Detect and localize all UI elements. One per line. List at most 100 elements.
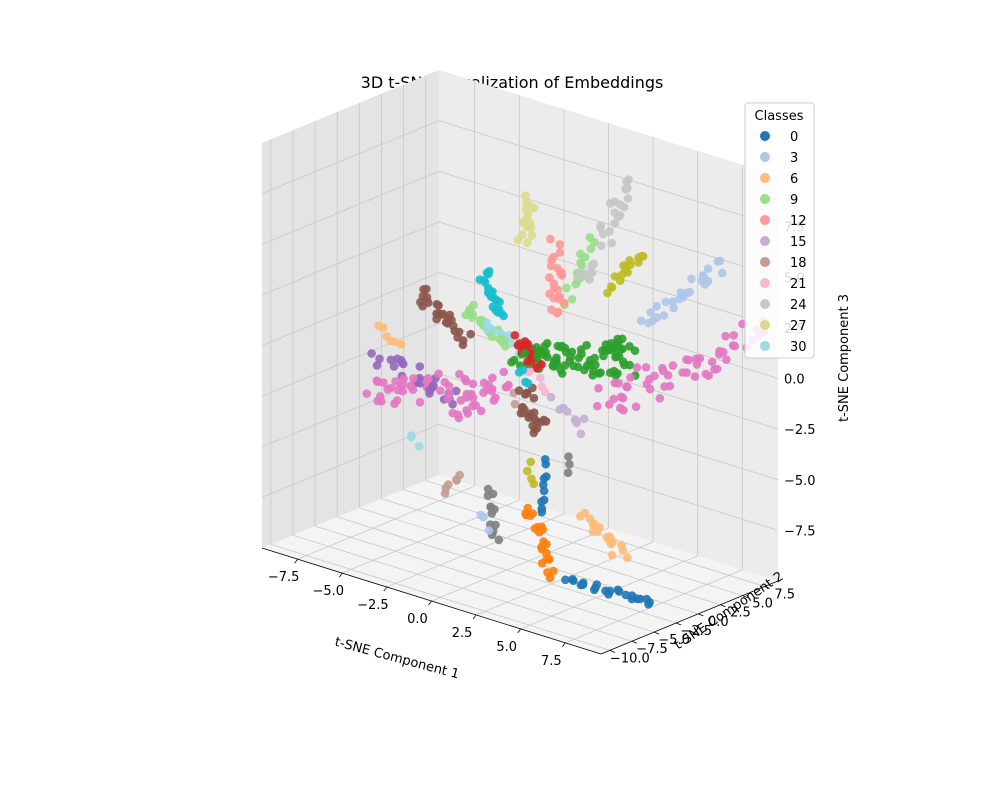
scatter-point: [539, 486, 549, 496]
scatter-point: [655, 394, 665, 403]
scatter-point: [414, 441, 424, 451]
scatter-point: [562, 283, 571, 293]
z-tick-label: −7.5: [784, 524, 816, 539]
scatter-point: [624, 175, 633, 184]
scatter-point: [585, 360, 595, 369]
scatter-point: [539, 474, 549, 483]
legend-label: 0: [790, 130, 798, 145]
scatter-point: [642, 379, 652, 389]
scatter-point: [463, 409, 473, 418]
legend-label: 9: [790, 193, 798, 208]
x-tick-label: 2.5: [452, 626, 473, 641]
scatter-point: [537, 542, 546, 552]
scatter-point: [567, 295, 577, 304]
scatter-point: [542, 339, 552, 348]
z-tick-label: 0.0: [784, 373, 805, 388]
legend-title: Classes: [755, 109, 804, 124]
scatter-point: [451, 386, 461, 396]
scatter-point: [546, 234, 555, 244]
scatter-point: [618, 357, 628, 367]
scatter-point: [523, 357, 532, 367]
scatter-point: [576, 429, 586, 439]
scatter-point: [571, 416, 581, 426]
scatter-point: [642, 594, 651, 604]
scatter-point: [444, 381, 454, 391]
scatter-point: [456, 396, 466, 405]
z-grid-back: [438, 423, 779, 531]
x-tick-label: 0.0: [407, 612, 428, 627]
scatter-point: [523, 238, 532, 247]
scatter-point: [468, 401, 478, 411]
scatter-point: [607, 238, 616, 248]
scatter-point: [630, 346, 640, 356]
scatter-point: [507, 357, 516, 367]
legend-label: 18: [790, 256, 807, 271]
scatter-point: [372, 361, 382, 370]
scatter-point: [729, 331, 738, 340]
y-tick-mark: [676, 622, 682, 626]
z-axis-label: t-SNE Component 3: [837, 294, 852, 422]
scatter-point: [575, 268, 584, 278]
legend-label: 30: [790, 340, 807, 355]
scatter-point: [585, 233, 595, 242]
scatter-point: [571, 279, 581, 289]
scatter-point: [499, 367, 509, 377]
scatter-point: [483, 325, 492, 334]
scatter-point: [569, 576, 578, 585]
scatter-point: [556, 365, 565, 374]
scatter-point: [590, 585, 599, 595]
scatter-point: [386, 355, 396, 365]
scatter-point: [486, 502, 495, 512]
scatter-point: [546, 392, 556, 402]
scatter-point: [594, 384, 603, 393]
scatter-point: [564, 452, 573, 461]
scatter-point: [593, 527, 602, 537]
scatter-point: [542, 548, 551, 558]
scatter-point: [466, 329, 476, 339]
scatter-point: [455, 369, 464, 379]
y-tick-label: 5.0: [752, 597, 773, 612]
scatter-point: [537, 507, 547, 517]
scatter-point: [576, 258, 585, 267]
scatter-point: [520, 390, 530, 399]
scatter-point: [532, 423, 542, 433]
scatter-point: [453, 410, 463, 419]
scatter-point: [432, 300, 442, 309]
scatter-point: [482, 385, 492, 394]
y-tick-mark: [720, 604, 726, 608]
scatter-point: [594, 369, 604, 378]
scatter-point: [623, 268, 632, 277]
scatter-point: [467, 389, 476, 399]
scatter-point: [434, 369, 443, 379]
y-tick-mark: [742, 595, 748, 598]
scatter-point: [449, 321, 458, 331]
scatter-point: [476, 510, 486, 520]
scatter-point: [382, 332, 391, 341]
y-tick-label: −5.0: [658, 633, 690, 648]
scatter-point: [422, 284, 431, 294]
scatter-point: [652, 301, 661, 311]
scatter-point: [529, 393, 539, 403]
x-tick-mark: [517, 628, 522, 634]
y-tick-label: 0.0: [708, 615, 729, 630]
legend-label: 27: [790, 319, 807, 334]
scatter-point: [685, 287, 694, 297]
legend: Classes 0 3 6 9 12 15 18 21 24 27 30: [744, 102, 815, 359]
x-tick-mark: [294, 558, 299, 564]
legend-label: 12: [790, 214, 807, 229]
x-tick-label: −7.5: [268, 570, 300, 585]
y-tick-label: −10.0: [610, 651, 650, 666]
legend-marker: [760, 215, 770, 225]
scatter-point: [614, 587, 624, 596]
scatter-point: [707, 357, 717, 367]
scatter-point: [536, 373, 545, 383]
scatter-point: [375, 354, 384, 364]
scatter-point: [668, 297, 678, 307]
scatter-point: [580, 508, 590, 518]
scatter-point: [510, 331, 520, 340]
y-tick-mark: [764, 586, 770, 589]
scatter-point: [553, 307, 563, 317]
legend-label: 6: [790, 172, 798, 187]
scatter-point: [525, 412, 535, 421]
scatter-point: [515, 339, 524, 349]
